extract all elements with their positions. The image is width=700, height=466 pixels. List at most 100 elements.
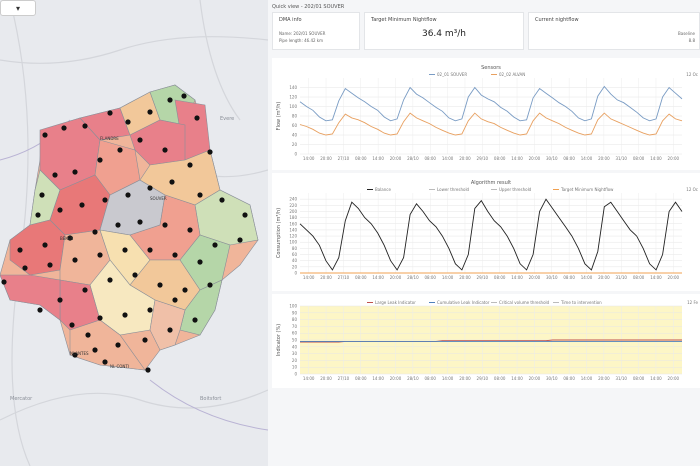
indicators-chart: 0 10 20 30 40 50 60 70 80 90 100 14:00 20:00 27/10 08:… [272,294,700,388]
x-tick-label: 28/10 [407,376,419,381]
y-tick-label: 100 [289,104,297,109]
x-tick-label: 08:00 [563,156,575,161]
x-tick-label: 20:00 [598,156,610,161]
y-tick-label: 100 [289,304,297,309]
x-tick-label: 20:00 [598,376,610,381]
x-tick-label: 08:00 [563,275,575,280]
y-tick-label: 0 [294,152,297,157]
dma-panel: Quick view - 202/01 SOUVER DMA info Name… [268,0,700,466]
x-tick-label: 14:00 [511,275,523,280]
y-tick-label: 80 [292,317,298,322]
x-tick-label: 14:00 [442,376,454,381]
x-tick-label: 14:00 [650,376,662,381]
x-tick-label: 14:00 [442,156,454,161]
x-tick-label: 20:00 [598,275,610,280]
target-nightflow-value: 36.4 m³/h [421,29,466,39]
sensors-chart-svg: 0 20 40 60 80 100 120 140 14:00 20:00 27/10 08:00 14… [276,65,698,161]
x-tick-label: 20:00 [320,156,332,161]
legend-label[interactable]: Large Leak Indicator [375,300,416,305]
y-tick-label: 20 [292,264,298,269]
legend-label[interactable]: 02_02 ALVAN [499,72,525,77]
y-axis-label: Flow (m³/h) [276,102,282,131]
legend-label[interactable]: Time to intervention [560,300,602,305]
x-tick-label: 14:00 [303,275,315,280]
x-tick-label: 14:00 [581,376,593,381]
y-tick-label: 40 [292,258,298,263]
x-tick-label: 20:00 [529,275,541,280]
x-tick-label: 14:00 [303,376,315,381]
series-line [299,198,683,271]
x-tick-label: 31/10 [615,156,627,161]
y-axis-label: Indicator (%) [276,324,282,356]
x-tick-label: 08:00 [633,376,645,381]
series-line [299,112,683,136]
y-tick-label: 90 [292,310,298,315]
x-tick-label: 27/10 [338,156,350,161]
sensors-chart: 0 20 40 60 80 100 120 140 14:00 20:00 27/10 08:00 14… [272,58,700,170]
map-label: FLANDRE [100,136,119,141]
legend-label[interactable]: Target Minimum Nightflow [560,187,614,192]
dma-map[interactable]: NLANTES NL CONTI SOUVER FLANDRE BEKEN Ev… [0,0,268,466]
layer-select[interactable]: ▾ [0,0,36,16]
x-tick-label: 08:00 [494,275,506,280]
y-tick-label: 120 [289,234,297,239]
x-tick-label: 14:00 [511,376,523,381]
x-tick-label: 29/10 [477,275,489,280]
y-tick-label: 80 [292,246,298,251]
map-label: NL CONTI [110,364,129,369]
legend-label[interactable]: Cumulative Leak Indicator [437,300,490,305]
x-tick-label: 27/10 [338,376,350,381]
y-tick-label: 0 [294,271,297,276]
y-tick-label: 0 [294,372,297,377]
x-tick-label: 20:00 [390,376,402,381]
y-tick-label: 140 [289,85,297,90]
x-tick-label: 14:00 [581,156,593,161]
legend-label[interactable]: Upper threshold [499,187,532,192]
x-tick-label: 14:00 [650,156,662,161]
legend-label[interactable]: Balance [375,187,391,192]
y-tick-label: 40 [292,133,298,138]
x-tick-label: 08:00 [633,275,645,280]
x-tick-label: 20:00 [668,275,680,280]
current-baseline: Baseline [678,31,695,36]
x-tick-label: 08:00 [563,376,575,381]
x-tick-label: 20:00 [459,376,471,381]
chevron-down-icon: ▾ [15,4,20,13]
y-tick-label: 30 [292,351,298,356]
x-tick-label: 08:00 [424,156,436,161]
x-tick-label: 20:00 [459,275,471,280]
map-label: SOUVER [150,196,167,201]
x-tick-label: 08:00 [355,156,367,161]
legend-label[interactable]: 02_01 SOUVER [437,72,467,77]
map-place-label: Mercator [10,396,33,402]
x-tick-label: 14:00 [303,156,315,161]
x-tick-label: 29/10 [477,156,489,161]
x-tick-label: 29/10 [477,376,489,381]
algorithm-chart: 0 20 40 60 80 100 120 140 160 180 200 220 240 14:00 20… [272,173,700,291]
x-tick-label: 20:00 [320,275,332,280]
card-title: DMA info [279,17,302,23]
y-tick-label: 160 [289,221,297,226]
x-tick-label: 14:00 [372,275,384,280]
legend-label[interactable]: Lower threshold [437,187,470,192]
y-tick-label: 20 [292,142,298,147]
legend-label[interactable]: Critical volume threshold [499,300,550,305]
page-title: Quick view - 202/01 SOUVER [272,4,345,10]
date-label: 12 Oc [686,187,698,192]
x-tick-label: 08:00 [355,376,367,381]
dma-name: Name: 202/01 SOUVER [279,31,326,36]
map-canvas[interactable]: NLANTES NL CONTI SOUVER FLANDRE BEKEN Ev… [0,0,268,466]
x-tick-label: 20:00 [320,376,332,381]
y-tick-label: 20 [292,358,298,363]
x-tick-label: 14:00 [511,156,523,161]
card-title: Target Minimum Nightflow [371,17,437,23]
y-tick-label: 140 [289,227,297,232]
x-tick-label: 14:00 [442,275,454,280]
y-tick-label: 70 [292,324,298,329]
y-tick-label: 100 [289,240,297,245]
y-tick-label: 10 [292,365,298,370]
x-tick-label: 20:00 [668,376,680,381]
x-tick-label: 08:00 [633,156,645,161]
date-label: 12 Fe [687,300,698,305]
